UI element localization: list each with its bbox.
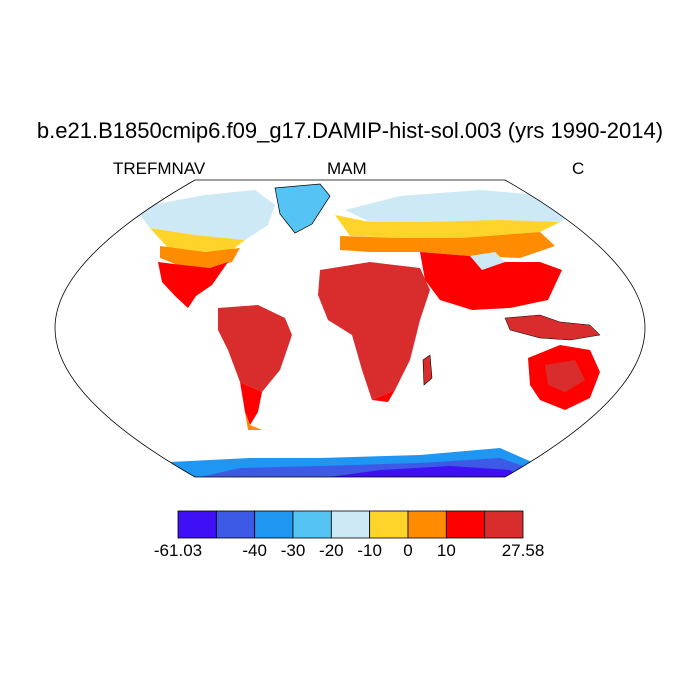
- north-america-mild-band: [150, 228, 245, 252]
- south-america-tip: [245, 412, 262, 430]
- colorbar-tick-label: -10: [357, 541, 382, 560]
- asia-hot-band: [420, 252, 562, 310]
- colorbar-tick-label: 10: [436, 541, 456, 560]
- north-america-hot-band: [158, 262, 228, 308]
- eurasia-cold-band: [345, 190, 575, 222]
- colorbar-tick-label: -30: [280, 541, 306, 560]
- colorbar-swatch: [369, 510, 409, 539]
- colorbar-tick-label: 27.58: [501, 541, 545, 560]
- africa: [318, 262, 430, 400]
- colorbar-tick-label: -40: [242, 541, 267, 560]
- colorbar-swatch: [177, 510, 217, 539]
- greenland: [274, 183, 331, 234]
- land-fill: [135, 183, 626, 477]
- colorbar-tick-label: -20: [319, 541, 344, 560]
- africa-south-tip: [372, 390, 395, 402]
- map-boundary: [54, 179, 646, 478]
- variable-label: TREFMNAV: [113, 159, 206, 178]
- colorbar-swatch: [445, 510, 486, 539]
- figure-title: b.e21.B1850cmip6.f09_g17.DAMIP-hist-sol.…: [36, 118, 664, 143]
- north-america-cold-band: [135, 190, 275, 240]
- colorbar-swatch: [292, 510, 332, 539]
- australia-interior: [545, 360, 585, 392]
- antarctica-plateau: [330, 466, 520, 477]
- colorbar-tick-label: 0: [403, 541, 413, 560]
- colorbar-tick-label: -61.03: [153, 541, 203, 560]
- indonesia-islands: [504, 314, 601, 341]
- eurasia-mild-band: [335, 215, 560, 238]
- colorbar-swatch: [484, 510, 524, 539]
- south-america-tropics: [218, 305, 292, 392]
- eurasia-warm-band: [340, 232, 555, 258]
- colorbar-swatch: [330, 510, 371, 539]
- colorbar-swatch: [215, 510, 256, 539]
- season-label: MAM: [327, 159, 367, 178]
- colorbar-swatch: [407, 510, 447, 539]
- colorbar-swatch: [254, 510, 294, 539]
- tibet-cold-patch: [470, 252, 505, 270]
- units-label: C: [572, 159, 585, 178]
- north-america-warm-band: [160, 246, 240, 268]
- madagascar: [422, 354, 433, 386]
- south-america-south: [240, 382, 262, 425]
